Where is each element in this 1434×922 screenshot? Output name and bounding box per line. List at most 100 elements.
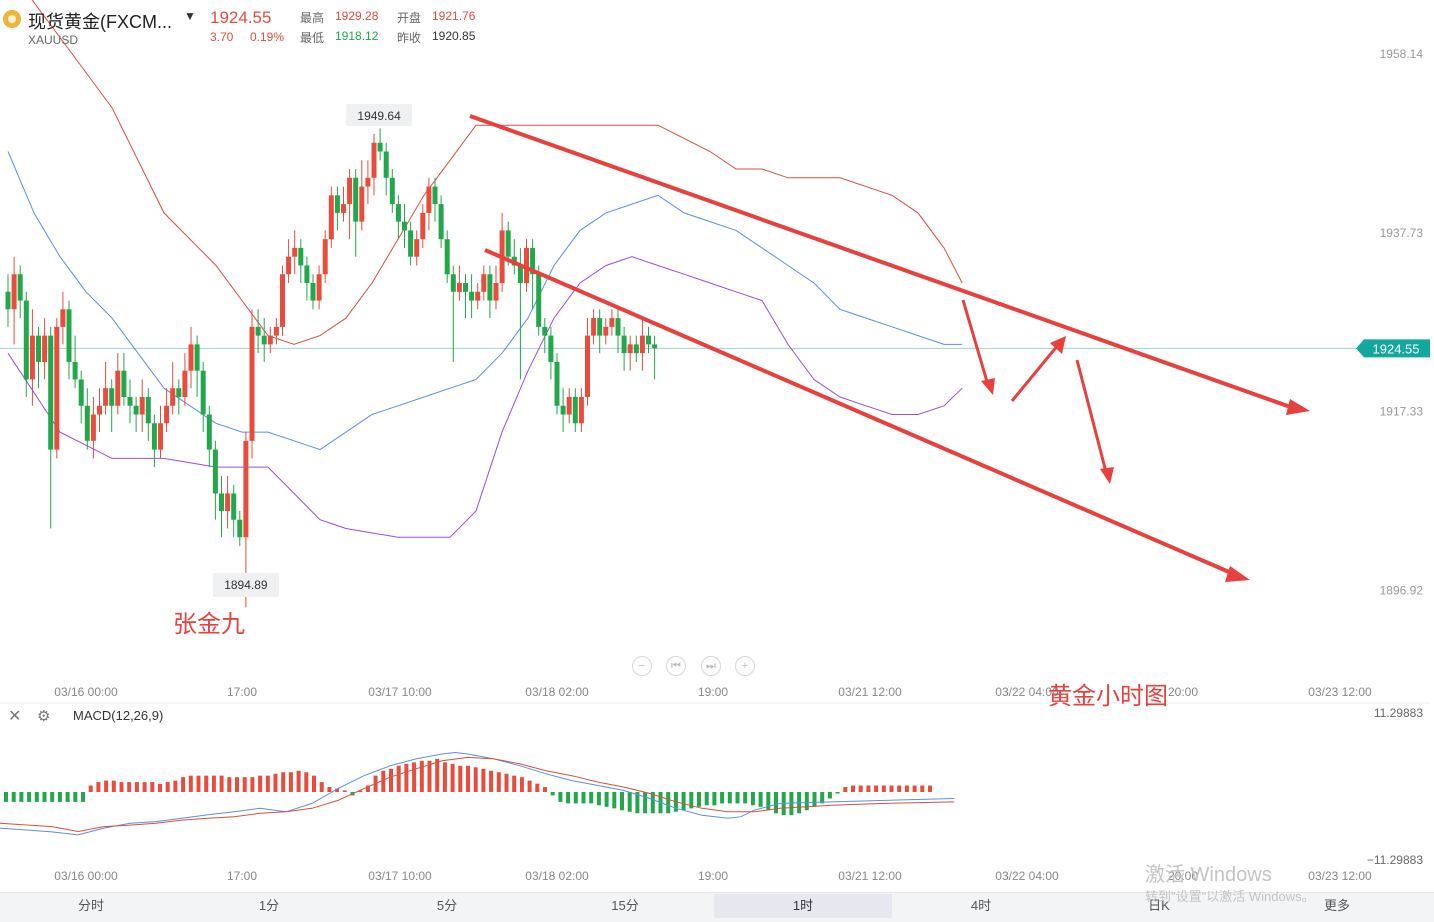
macd-histogram-bar [88, 785, 93, 792]
candle-body [267, 335, 273, 345]
macd-histogram-bar [412, 762, 417, 792]
candle-body [524, 247, 529, 284]
low-value: 1918.12 [335, 29, 379, 43]
candle-body [469, 291, 475, 301]
macd-histogram-bar [288, 772, 293, 792]
macd-title: MACD(12,26,9) [73, 708, 164, 723]
macd-histogram-bar [481, 768, 486, 792]
macd-histogram-bar [181, 777, 186, 792]
tab-1min[interactable]: 1分 [258, 898, 280, 913]
candle-body [627, 344, 633, 354]
macd-histogram-bar [127, 782, 132, 792]
candle-body [170, 388, 176, 406]
step-back-icon[interactable]: ⏮ [666, 656, 686, 676]
macd-histogram-bar [281, 772, 286, 792]
candle-body [646, 335, 651, 345]
macd-histogram-bar [442, 762, 447, 792]
macd-histogram-bar [419, 760, 424, 792]
candle-body [432, 186, 438, 205]
macd-histogram-bar [881, 785, 886, 792]
candle-body [261, 335, 267, 345]
y-tick-label: 1917.33 [1380, 405, 1424, 419]
macd-histogram-bar [250, 777, 255, 792]
macd-histogram-bar [342, 790, 347, 792]
tab-15min[interactable]: 15分 [611, 898, 639, 913]
macd-histogram-bar [211, 775, 216, 792]
candle-body [487, 274, 493, 301]
macd-x-axis-label: 03/17 10:00 [368, 869, 432, 883]
step-forward-icon[interactable]: ⏭ [701, 656, 721, 676]
decline-arrowhead [1100, 467, 1114, 484]
candle-body [420, 212, 426, 240]
candle-body [493, 283, 499, 301]
zoom-out-icon[interactable]: − [632, 656, 652, 676]
tab-more[interactable]: 更多 [1323, 898, 1350, 913]
macd-histogram-bar [866, 785, 871, 792]
macd-histogram-bar [904, 785, 909, 792]
candle-body [292, 247, 298, 257]
candle-body [206, 414, 212, 450]
candle-body [145, 396, 151, 424]
macd-histogram-bar [889, 785, 894, 792]
gear-icon[interactable]: ⚙ [37, 708, 51, 725]
macd-histogram-bar [473, 767, 478, 792]
macd-histogram-bar [204, 775, 209, 792]
candle-body [36, 335, 41, 362]
symbol-name[interactable]: 现货黄金(FXCM... [28, 12, 172, 32]
tab-timeshare[interactable]: 分时 [77, 898, 104, 913]
macd-x-axis-label: 03/21 12:00 [838, 869, 902, 883]
macd-histogram-bar [458, 765, 463, 792]
candle-body [652, 344, 658, 349]
decline-arrow [1075, 359, 1108, 473]
macd-x-axis-label: 17:00 [227, 869, 257, 883]
candle-body [341, 204, 346, 213]
candle-body [609, 318, 615, 327]
close-icon[interactable]: ✕ [8, 708, 22, 725]
open-value: 1921.76 [432, 9, 476, 23]
y-tick-label: 1958.14 [1380, 47, 1424, 61]
macd-histogram-bar [134, 782, 139, 792]
symbol-header: 现货黄金(FXCM... ▼ XAUUSD 1924.55 3.70 0.19%… [0, 0, 560, 52]
candle-body [353, 177, 359, 222]
symbol-code: XAUUSD [28, 33, 79, 47]
macd-histogram-bar [435, 758, 440, 792]
macd-histogram-bar [404, 763, 409, 792]
macd-histogram-bar [920, 785, 925, 792]
x-axis-label: 19:00 [698, 685, 728, 699]
macd-x-axis-label: 03/22 04:00 [995, 869, 1059, 883]
candle-body [548, 335, 554, 362]
macd-histogram-bar [504, 773, 509, 792]
candle-body [29, 335, 35, 380]
macd-histogram-bar [766, 792, 771, 811]
author-annotation: 张金九 [173, 611, 245, 638]
tab-4hour[interactable]: 4时 [970, 898, 992, 913]
candle-body [426, 186, 432, 213]
macd-histogram-bar [312, 775, 316, 792]
candle-body [395, 204, 401, 222]
high-marker-box [346, 104, 413, 126]
tab-5min[interactable]: 5分 [436, 898, 458, 913]
candle-body [591, 318, 597, 336]
x-axis-label: 03/21 12:00 [838, 685, 902, 699]
macd-histogram-bar [81, 792, 85, 802]
candle-body [60, 309, 66, 327]
candle-body [54, 326, 60, 450]
candle-body [212, 449, 218, 494]
macd-histogram-bar [188, 775, 193, 792]
macd-histogram-bar [358, 790, 363, 792]
tab-daily[interactable]: 日K [1148, 898, 1170, 913]
candle-body [517, 265, 523, 284]
activation-watermark-title: 激活 Windows [1145, 864, 1272, 886]
candle-body [463, 283, 468, 292]
caret-down-icon[interactable]: ▼ [184, 9, 196, 23]
prevclose-value: 1920.85 [432, 29, 476, 43]
macd-histogram-bar [643, 792, 648, 814]
macd-histogram-bar [119, 782, 124, 792]
candle-body [182, 370, 188, 397]
tab-1hour[interactable]: 1时 [714, 894, 892, 918]
candle-body [188, 344, 194, 371]
candle-body [280, 274, 285, 327]
y-tick-label: 1896.92 [1380, 584, 1424, 598]
candle-body [572, 396, 578, 424]
zoom-in-icon[interactable]: + [735, 656, 755, 676]
